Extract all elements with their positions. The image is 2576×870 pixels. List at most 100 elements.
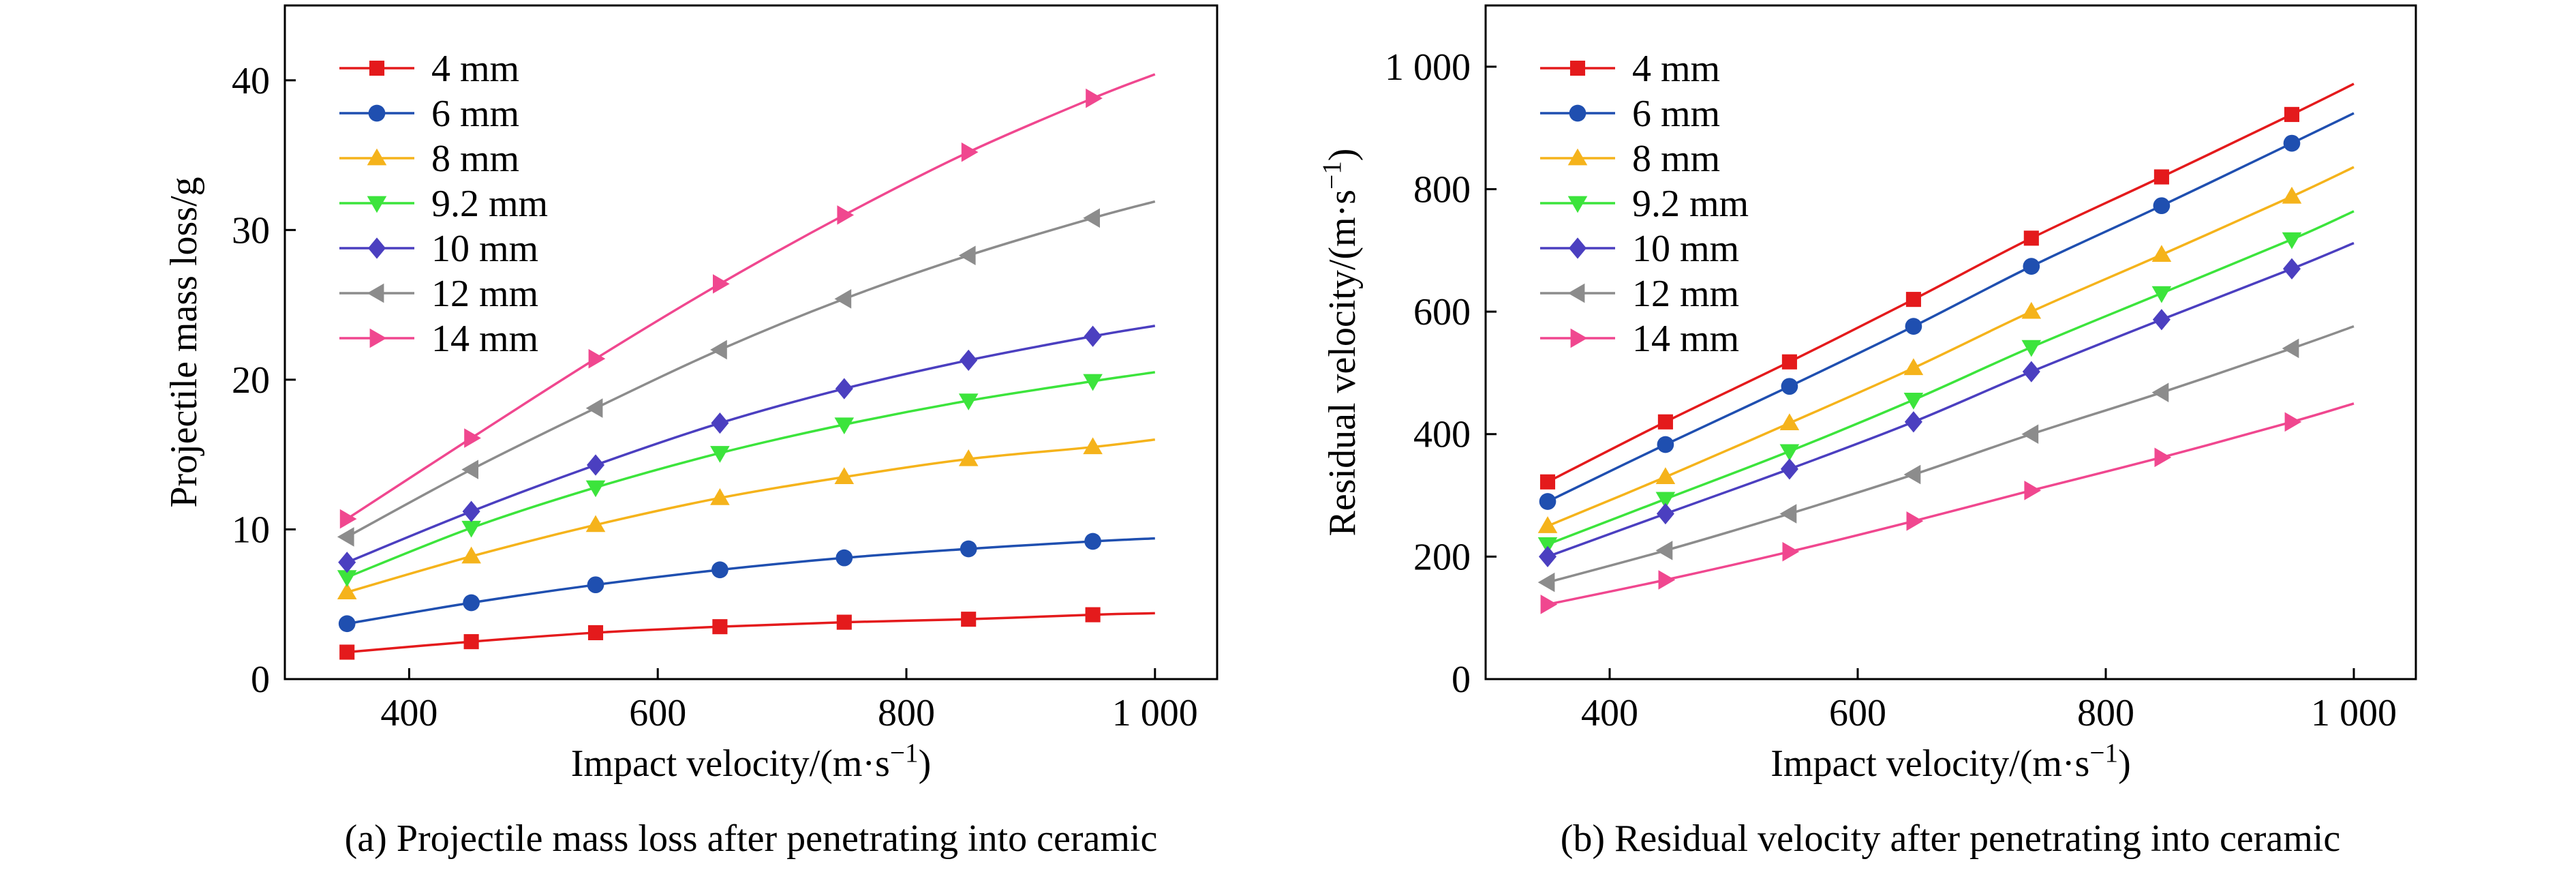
series-14-mm — [1540, 402, 2355, 614]
data-point — [1782, 541, 1800, 562]
data-point — [1655, 541, 1673, 560]
data-point — [339, 509, 357, 529]
data-point — [1085, 607, 1101, 622]
series-line — [346, 537, 1155, 625]
legend-label: 4 mm — [431, 48, 519, 90]
data-point — [1537, 516, 1558, 533]
data-point — [1540, 595, 1558, 614]
x-tick-label: 800 — [2077, 692, 2134, 734]
data-point — [837, 205, 855, 225]
legend-marker — [1567, 196, 1588, 213]
legend-item-9-2-mm: 9.2 mm — [339, 183, 548, 225]
data-point — [2152, 309, 2171, 331]
y-axis-label: Projectile mass loss/g — [163, 177, 205, 507]
data-point — [1781, 378, 1798, 395]
data-point — [1083, 437, 1103, 455]
data-point — [710, 446, 730, 463]
legend-item-10-mm: 10 mm — [1540, 228, 1739, 270]
series-9-2-mm — [337, 371, 1156, 588]
data-point — [1780, 458, 1798, 480]
data-point — [836, 614, 852, 630]
series-6-mm — [1539, 112, 2355, 510]
legend-item-14-mm: 14 mm — [1540, 318, 1739, 360]
data-point — [337, 582, 357, 600]
data-point — [961, 142, 979, 162]
series-9-2-mm — [1537, 210, 2355, 554]
data-point — [1779, 504, 1797, 524]
data-point — [2151, 245, 2172, 262]
data-point — [835, 378, 853, 400]
series-line — [346, 73, 1156, 520]
legend-label: 10 mm — [1632, 228, 1739, 270]
panel-b-residual-velocity: 400 600 800 1 000 0 200 400 600 800 1 000 Impact v… — [1317, 4, 2417, 860]
data-point — [960, 349, 978, 371]
data-point — [464, 428, 481, 448]
data-point — [1539, 545, 1557, 567]
data-point — [337, 570, 357, 588]
y-tick-label: 0 — [251, 659, 270, 701]
legend-marker — [368, 104, 386, 122]
x-tick-label: 1 000 — [1112, 692, 1198, 734]
data-point — [1903, 358, 1924, 376]
x-tick-label: 400 — [1581, 692, 1638, 734]
legend-marker — [1569, 237, 1586, 259]
y-tick-label: 200 — [1413, 536, 1471, 578]
data-point — [588, 348, 606, 369]
y-axis-label: Residual velocity/(m·s−1) — [1317, 149, 1364, 537]
data-point — [1537, 537, 1558, 554]
data-point — [1657, 436, 1674, 453]
legend-label: 14 mm — [431, 318, 538, 360]
series-14-mm — [339, 73, 1156, 529]
data-point — [2151, 286, 2172, 303]
data-point — [461, 460, 478, 479]
data-point — [2154, 447, 2172, 468]
data-point — [585, 398, 603, 418]
data-point — [713, 274, 730, 294]
data-point — [958, 245, 976, 265]
data-point — [2153, 197, 2171, 215]
data-point — [587, 625, 604, 640]
series-line — [1547, 210, 2355, 546]
legend-label: 9.2 mm — [431, 183, 548, 225]
data-point — [711, 412, 729, 434]
x-tick-label: 600 — [629, 692, 686, 734]
series-4-mm — [339, 607, 1155, 660]
legend-item-6-mm: 6 mm — [339, 93, 519, 135]
legend-item-4-mm: 4 mm — [339, 48, 519, 90]
data-point — [1539, 493, 1557, 510]
y-tick-label: 600 — [1413, 291, 1471, 333]
series-line — [1547, 241, 2355, 558]
legend-marker — [1567, 283, 1585, 303]
x-tick-label: 800 — [878, 692, 935, 734]
data-point — [1655, 492, 1676, 509]
data-point — [2021, 301, 2042, 319]
legend-item-8-mm: 8 mm — [339, 138, 519, 180]
data-point — [958, 393, 979, 410]
data-point — [339, 644, 355, 660]
legend-marker — [369, 328, 387, 348]
series-12-mm — [1537, 325, 2355, 592]
data-point — [2023, 230, 2039, 246]
data-point — [1658, 570, 1676, 590]
data-point — [1083, 208, 1100, 228]
series-10-mm — [338, 325, 1156, 573]
x-tick-label: 600 — [1829, 692, 1886, 734]
data-point — [1539, 474, 1556, 490]
data-point — [2284, 106, 2300, 122]
data-point — [463, 594, 480, 612]
data-point — [1655, 467, 1676, 484]
x-axis-label: Impact velocity/(m·s−1) — [1770, 738, 2130, 785]
legend-item-12-mm: 12 mm — [339, 273, 538, 315]
legend-item-4-mm: 4 mm — [1540, 48, 1720, 90]
data-point — [462, 500, 480, 522]
data-point — [1781, 354, 1797, 370]
data-point — [958, 449, 979, 466]
data-point — [1537, 572, 1555, 592]
legend-marker — [1569, 60, 1586, 76]
data-point — [1904, 411, 1922, 433]
data-point — [960, 540, 977, 558]
data-point — [2284, 412, 2302, 432]
series-line — [346, 371, 1156, 579]
y-tick-label: 0 — [1452, 659, 1471, 701]
